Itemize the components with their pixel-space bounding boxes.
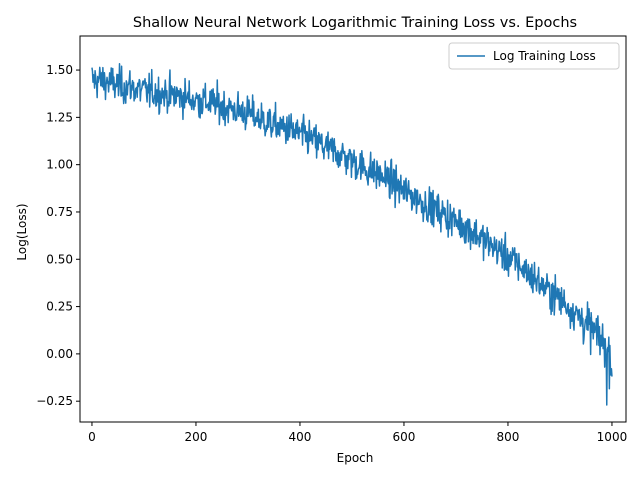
x-tick-label: 1000 xyxy=(597,430,628,444)
plot-area xyxy=(79,35,627,423)
chart-title: Shallow Neural Network Logarithmic Train… xyxy=(133,15,577,31)
y-axis: −0.25 0.00 0.25 0.50 0.75 1.00 1.25 1.50 xyxy=(36,63,80,408)
y-tick-label: 0.50 xyxy=(46,252,73,266)
y-tick-label: 1.50 xyxy=(46,63,73,77)
legend-label: Log Training Loss xyxy=(493,49,596,63)
x-tick-label: 200 xyxy=(185,430,208,444)
y-tick-label: −0.25 xyxy=(36,394,73,408)
y-tick-label: 0.25 xyxy=(46,300,73,314)
legend-box xyxy=(448,42,620,70)
x-axis-label: Epoch xyxy=(337,451,374,465)
y-tick-label: 1.25 xyxy=(46,110,73,124)
axes-frame xyxy=(79,35,627,423)
x-axis: 0 200 400 600 800 1000 xyxy=(88,422,627,444)
x-tick-label: 400 xyxy=(289,430,312,444)
y-tick-label: 1.00 xyxy=(46,158,73,172)
series-line-log-training-loss xyxy=(91,63,613,406)
x-tick-label: 0 xyxy=(88,430,96,444)
y-tick-label: 0.00 xyxy=(46,347,73,361)
x-tick-label: 800 xyxy=(497,430,520,444)
x-tick-label: 600 xyxy=(393,430,416,444)
legend: Log Training Loss xyxy=(448,42,620,70)
y-tick-label: 0.75 xyxy=(46,205,73,219)
y-axis-label: Log(Loss) xyxy=(15,203,29,260)
